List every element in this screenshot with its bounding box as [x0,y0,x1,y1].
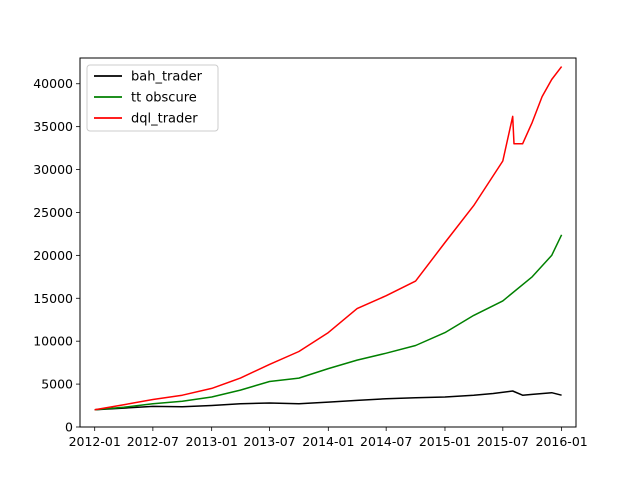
x-tick-label: 2013-01 [186,434,238,449]
x-tick-label: 2013-07 [243,434,295,449]
x-tick-label: 2014-01 [302,434,354,449]
legend-label: dql_trader [131,112,198,127]
y-tick-label: 30000 [33,162,73,177]
x-tick-label: 2016-01 [536,434,588,449]
y-tick-label: 10000 [33,334,73,349]
x-tick-label: 2015-07 [477,434,529,449]
y-tick-label: 15000 [33,291,73,306]
series-line-bah-trader [94,390,562,411]
y-tick-label: 40000 [33,76,73,91]
y-tick-label: 20000 [33,248,73,263]
y-tick-label: 25000 [33,205,73,220]
series-line-dql-trader [94,66,563,411]
x-tick-label: 2012-01 [69,434,121,449]
x-axis: 2012-01 2012-07 2013-01 2013-07 2014-01 2014-… [69,427,588,449]
x-tick-label: 2015-01 [419,434,471,449]
x-tick-label: 2012-07 [127,434,179,449]
series-layer [94,66,563,411]
y-tick-label: 0 [65,420,73,435]
y-axis: 0 5000 10000 15000 20000 25000 30000 35000 40000 [33,76,80,435]
series-line-tt-obscure [94,234,563,411]
x-tick-label: 2014-07 [360,434,412,449]
legend-label: tt obscure [131,91,197,106]
legend-label: bah_trader [131,70,203,85]
y-tick-label: 5000 [41,377,73,392]
legend-box [86,64,219,132]
y-tick-label: 35000 [33,119,73,134]
